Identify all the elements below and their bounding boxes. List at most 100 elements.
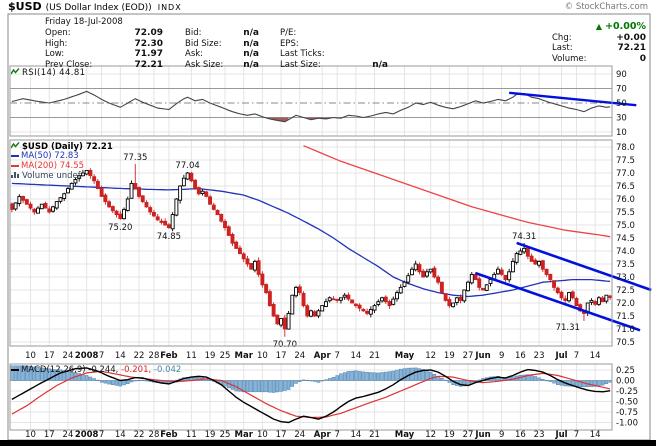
macd-hist-value: -0.042 bbox=[153, 365, 182, 375]
last-row: Last: 72.21 bbox=[552, 43, 646, 54]
svg-text:77.0: 77.0 bbox=[616, 169, 635, 179]
svg-text:70: 70 bbox=[616, 85, 627, 95]
ask-label: Ask: bbox=[185, 49, 204, 59]
quote-row: Low: 71.97 bbox=[45, 49, 163, 60]
svg-text:-0.75: -0.75 bbox=[616, 408, 638, 418]
svg-text:27: 27 bbox=[463, 430, 474, 440]
symbol-label: $USD bbox=[8, 0, 42, 13]
svg-text:75.0: 75.0 bbox=[616, 221, 635, 231]
bid-size-label: Bid Size: bbox=[185, 38, 222, 49]
svg-text:2008: 2008 bbox=[75, 430, 99, 440]
quote-row: Bid: n/a bbox=[185, 28, 259, 39]
svg-text:11: 11 bbox=[186, 430, 197, 440]
bid-size-value: n/a bbox=[243, 38, 259, 49]
svg-text:Jun: Jun bbox=[474, 351, 490, 361]
svg-text:7: 7 bbox=[334, 351, 339, 361]
svg-text:9: 9 bbox=[499, 430, 504, 440]
svg-text:71.5: 71.5 bbox=[616, 312, 635, 322]
ma200-legend-label: MA(200) 74.55 bbox=[21, 161, 85, 171]
ask-size-label: Ask Size: bbox=[185, 59, 224, 70]
svg-text:71.0: 71.0 bbox=[616, 325, 635, 335]
svg-text:0.25: 0.25 bbox=[616, 366, 635, 376]
pe-label: P/E: bbox=[280, 28, 297, 38]
svg-text:24: 24 bbox=[63, 430, 74, 440]
volume-legend-label: Volume undef bbox=[22, 171, 81, 181]
svg-text:10: 10 bbox=[616, 128, 627, 138]
svg-text:74.5: 74.5 bbox=[616, 234, 635, 244]
svg-text:19: 19 bbox=[444, 430, 455, 440]
svg-text:16: 16 bbox=[515, 351, 526, 361]
bid-label: Bid: bbox=[185, 28, 202, 38]
rsi-legend-label: RSI(14) 44.81 bbox=[22, 68, 86, 78]
svg-text:23: 23 bbox=[534, 430, 545, 440]
svg-text:-1.00: -1.00 bbox=[616, 419, 638, 429]
bottom-border bbox=[0, 440, 656, 446]
symbol-description: (US Dollar Index (EOD)) bbox=[45, 3, 152, 13]
svg-text:May: May bbox=[395, 351, 415, 361]
svg-text:10: 10 bbox=[25, 351, 36, 361]
svg-text:21: 21 bbox=[369, 351, 380, 361]
svg-text:Jul: Jul bbox=[554, 430, 567, 440]
pct-change-row: ▲ +0.00% bbox=[552, 21, 646, 33]
svg-text:10: 10 bbox=[25, 430, 36, 440]
svg-text:14: 14 bbox=[350, 351, 361, 361]
prev-close-label: Prev Close: bbox=[45, 59, 93, 70]
macd-line-swatch bbox=[11, 368, 19, 371]
high-value: 72.30 bbox=[134, 38, 163, 49]
svg-text:72.0: 72.0 bbox=[616, 299, 635, 309]
low-label: Low: bbox=[45, 49, 65, 59]
svg-text:22: 22 bbox=[134, 351, 145, 361]
quote-row: P/E: bbox=[280, 28, 388, 39]
indicator-icon bbox=[10, 67, 20, 79]
exchange-label: INDX bbox=[157, 3, 182, 12]
svg-text:17: 17 bbox=[44, 430, 55, 440]
svg-text:Jul: Jul bbox=[554, 351, 567, 361]
svg-text:14: 14 bbox=[590, 430, 601, 440]
svg-text:19: 19 bbox=[205, 351, 216, 361]
chart-icon bbox=[10, 141, 20, 153]
last-size-value: n/a bbox=[372, 59, 388, 70]
svg-text:14: 14 bbox=[350, 430, 361, 440]
pct-change-value: +0.00% bbox=[605, 21, 646, 32]
svg-text:74.31: 74.31 bbox=[512, 232, 536, 242]
svg-text:14: 14 bbox=[115, 430, 126, 440]
svg-text:19: 19 bbox=[205, 430, 216, 440]
svg-text:7: 7 bbox=[99, 430, 104, 440]
quote-row: Ask: n/a bbox=[185, 49, 259, 60]
quote-col-ohlc: Open: 72.09 High: 72.30 Low: 71.97 Prev Clo… bbox=[45, 28, 163, 70]
svg-text:27: 27 bbox=[463, 351, 474, 361]
svg-text:28: 28 bbox=[149, 351, 160, 361]
volume-label: Volume: bbox=[552, 53, 587, 64]
svg-text:74.85: 74.85 bbox=[157, 232, 181, 242]
svg-text:50: 50 bbox=[616, 99, 627, 109]
svg-text:0.00: 0.00 bbox=[616, 377, 635, 387]
svg-text:9: 9 bbox=[499, 351, 504, 361]
quote-col-fundamentals: P/E: EPS: Last Ticks: Last Size: n/a bbox=[280, 28, 388, 70]
svg-text:73.0: 73.0 bbox=[616, 273, 635, 283]
ma50-legend-label: MA(50) 72.83 bbox=[21, 151, 79, 161]
svg-text:19: 19 bbox=[444, 351, 455, 361]
quote-row: Bid Size: n/a bbox=[185, 39, 259, 50]
svg-text:10: 10 bbox=[257, 430, 268, 440]
svg-text:71.31: 71.31 bbox=[556, 323, 580, 333]
svg-text:17: 17 bbox=[276, 351, 287, 361]
ask-size-value: n/a bbox=[243, 59, 259, 70]
svg-text:Apr: Apr bbox=[314, 430, 332, 440]
svg-text:24: 24 bbox=[294, 430, 305, 440]
quote-row: Last Ticks: bbox=[280, 49, 388, 60]
svg-text:-0.50: -0.50 bbox=[616, 398, 638, 408]
svg-text:7: 7 bbox=[574, 351, 579, 361]
svg-text:25: 25 bbox=[220, 430, 231, 440]
quote-col-bid-ask: Bid: n/a Bid Size: n/a Ask: n/a Ask Size: n/… bbox=[185, 28, 259, 70]
quote-row: EPS: bbox=[280, 39, 388, 50]
svg-text:77.5: 77.5 bbox=[616, 156, 635, 166]
svg-text:7: 7 bbox=[334, 430, 339, 440]
chg-row: Chg: +0.00 bbox=[552, 33, 646, 44]
up-triangle-icon: ▲ bbox=[595, 22, 603, 31]
svg-text:7: 7 bbox=[99, 351, 104, 361]
svg-text:Feb: Feb bbox=[160, 351, 177, 361]
quote-row: Open: 72.09 bbox=[45, 28, 163, 39]
svg-text:77.04: 77.04 bbox=[175, 161, 199, 171]
rsi-legend: RSI(14) 44.81 bbox=[10, 67, 86, 79]
